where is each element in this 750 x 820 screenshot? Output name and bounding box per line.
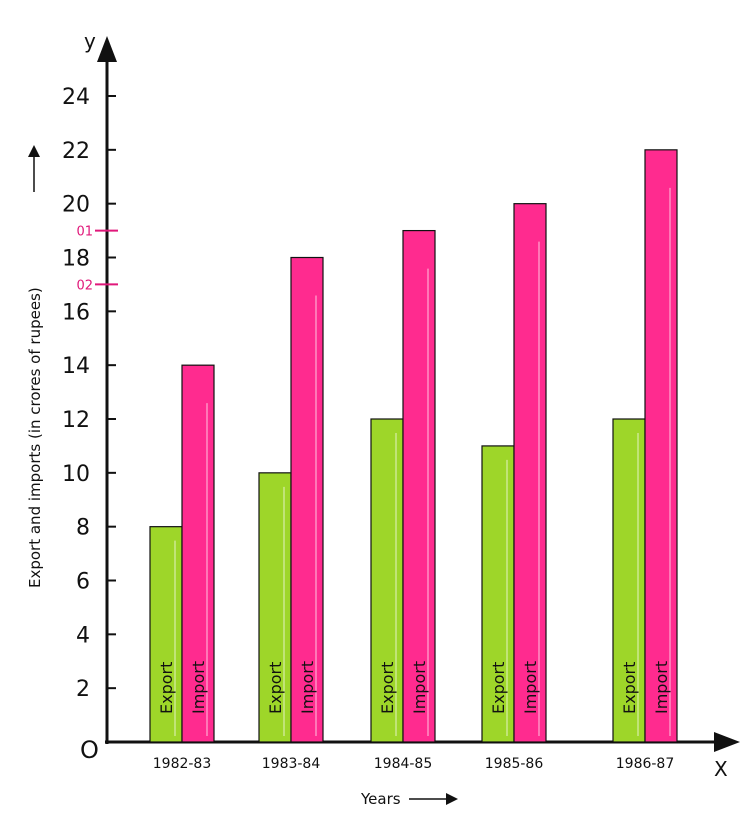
x-tick-label: 1984-85 bbox=[374, 756, 433, 772]
bar-export-label: Export bbox=[266, 662, 285, 714]
origin-label: O bbox=[80, 736, 99, 764]
y-tick-label: 16 bbox=[62, 300, 90, 325]
annotation-label: 01 bbox=[76, 225, 93, 240]
bar-import bbox=[644, 149, 678, 743]
y-tick-label: 24 bbox=[62, 85, 90, 110]
y-tick-label: 20 bbox=[62, 193, 90, 218]
bar-group: Export Import Export Import Export Import Expo… bbox=[149, 149, 678, 743]
y-axis-letter: y bbox=[84, 29, 96, 53]
y-axis-label: Export and imports (in crores of rupees) bbox=[26, 287, 44, 588]
x-tick-label: 1983-84 bbox=[262, 756, 321, 772]
bar-import bbox=[402, 229, 436, 743]
bar-export-label: Export bbox=[378, 662, 397, 714]
bar-export-label: Export bbox=[489, 662, 508, 714]
y-tick-label: 14 bbox=[62, 354, 90, 379]
bar-export-label: Export bbox=[157, 662, 176, 714]
x-tick-label: 1986-87 bbox=[616, 756, 675, 772]
bar-export bbox=[481, 445, 515, 743]
x-tick-label: 1982-83 bbox=[153, 756, 212, 772]
y-tick-label: 12 bbox=[62, 408, 90, 433]
y-tick-label: 18 bbox=[62, 247, 90, 272]
y-tick-label: 4 bbox=[76, 623, 90, 648]
x-axis-label: Years bbox=[360, 790, 401, 808]
y-tick-label: 6 bbox=[76, 570, 90, 595]
bar-import-label: Import bbox=[521, 661, 540, 714]
y-axis-arrowhead bbox=[97, 36, 117, 62]
bar-import-label: Import bbox=[189, 661, 208, 714]
bar-export bbox=[370, 418, 404, 743]
x-axis-arrowhead bbox=[714, 732, 740, 752]
annotation-group: 01 02 bbox=[76, 225, 118, 293]
bar-export-label: Export bbox=[620, 662, 639, 714]
bar-export bbox=[149, 526, 183, 743]
y-tick-label: 8 bbox=[76, 516, 90, 541]
y-tick-label: 2 bbox=[76, 677, 90, 702]
x-tick-label: 1985-86 bbox=[485, 756, 544, 772]
bar-import bbox=[181, 364, 215, 743]
bar-import-label: Import bbox=[410, 661, 429, 714]
bar-import bbox=[513, 203, 547, 743]
bar-import-label: Import bbox=[652, 661, 671, 714]
bar-import bbox=[290, 256, 324, 743]
y-tick-label: 22 bbox=[62, 139, 90, 164]
category-label-group: 1982-83 1983-84 1984-85 1985-86 1986-87 bbox=[153, 756, 675, 772]
bar-import-label: Import bbox=[298, 661, 317, 714]
y-tick-label: 10 bbox=[62, 462, 90, 487]
x-axis-letter: X bbox=[714, 757, 728, 781]
annotation-label: 02 bbox=[76, 278, 93, 293]
bar-export bbox=[258, 472, 292, 743]
bar-export bbox=[612, 418, 646, 743]
